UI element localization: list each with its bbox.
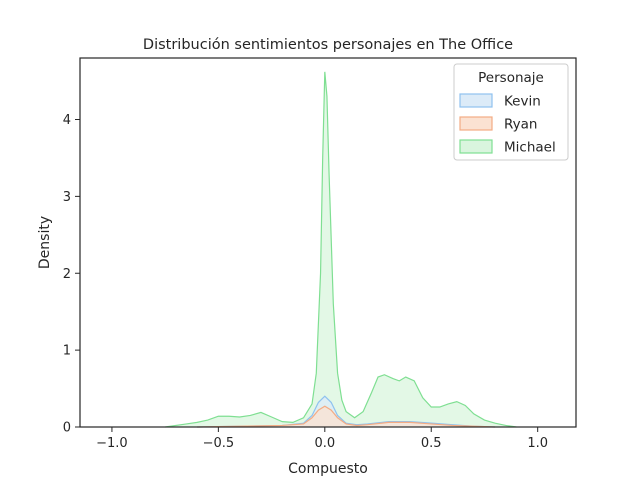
y-tick-label: 3 [63, 190, 71, 205]
chart-title: Distribución sentimientos personajes en … [143, 37, 513, 53]
density-line-ryan [197, 405, 496, 428]
x-tick-label: 1.0 [527, 436, 548, 451]
y-axis-label: Density [37, 216, 53, 269]
y-tick-label: 0 [63, 421, 71, 436]
x-tick-label: −1.0 [96, 436, 128, 451]
plot-frame [79, 57, 577, 428]
x-axis: −1.0 −0.5 0.0 0.5 1.0 [96, 427, 548, 451]
density-line-michael [165, 71, 517, 428]
legend-swatch-kevin [459, 93, 493, 108]
legend-frame [453, 63, 569, 161]
legend: Personaje Kevin Ryan Michael [453, 63, 569, 161]
y-tick-label: 4 [63, 113, 71, 128]
y-tick-label: 2 [63, 267, 71, 282]
x-tick-label: 0.0 [314, 436, 335, 451]
plot-area [165, 71, 517, 428]
legend-items: Kevin Ryan Michael [459, 93, 556, 156]
legend-label-kevin: Kevin [504, 94, 541, 110]
legend-swatch-michael [459, 139, 493, 154]
legend-swatch-ryan [459, 116, 493, 131]
density-line-kevin [197, 395, 496, 428]
legend-label-ryan: Ryan [504, 117, 537, 133]
legend-label-michael: Michael [504, 140, 556, 156]
legend-title: Personaje [478, 70, 544, 86]
y-tick-label: 1 [63, 344, 71, 359]
y-axis: 0 1 2 3 4 [63, 113, 80, 436]
x-tick-label: −0.5 [203, 436, 235, 451]
x-axis-label: Compuesto [288, 461, 368, 477]
x-tick-label: 0.5 [421, 436, 442, 451]
